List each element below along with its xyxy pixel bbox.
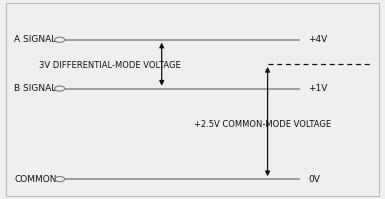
Text: 3V DIFFERENTIAL-MODE VOLTAGE: 3V DIFFERENTIAL-MODE VOLTAGE (39, 61, 181, 70)
Text: +4V: +4V (308, 35, 327, 44)
Text: +1V: +1V (308, 84, 327, 93)
Text: A SIGNAL: A SIGNAL (14, 35, 57, 44)
Text: 0V: 0V (308, 175, 320, 184)
Text: +2.5V COMMON-MODE VOLTAGE: +2.5V COMMON-MODE VOLTAGE (194, 120, 331, 129)
Text: B SIGNAL: B SIGNAL (14, 84, 57, 93)
Text: COMMON: COMMON (14, 175, 57, 184)
